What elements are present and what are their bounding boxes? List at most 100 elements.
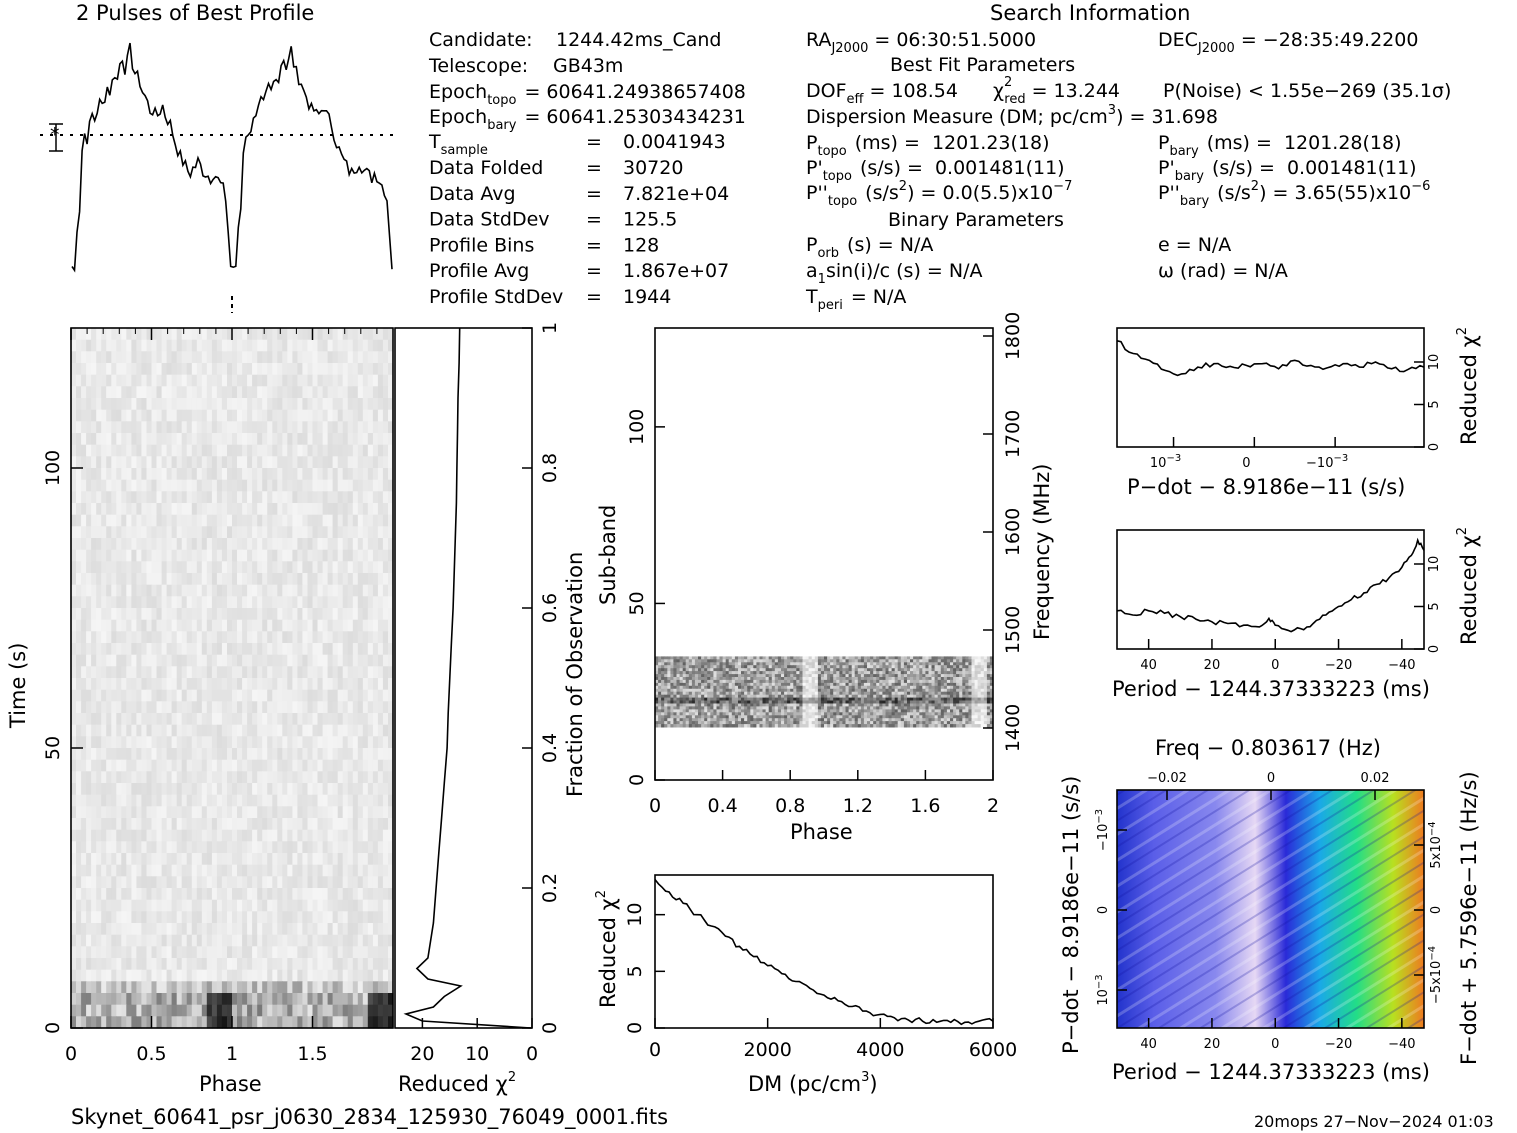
sb-cell bbox=[716, 682, 721, 687]
tp-cell bbox=[242, 713, 248, 726]
tp-cell bbox=[267, 456, 273, 469]
tp-cell bbox=[388, 573, 394, 586]
tp-cell bbox=[101, 619, 107, 632]
tp-cell bbox=[307, 993, 314, 1006]
tp-cell bbox=[362, 759, 369, 772]
sb-cell bbox=[664, 671, 668, 675]
tp-cell bbox=[377, 678, 384, 691]
tp-cell bbox=[287, 678, 293, 691]
tp-cell bbox=[96, 363, 102, 376]
tp-cell bbox=[247, 888, 253, 901]
tp-cell bbox=[96, 479, 102, 492]
tp-cell bbox=[96, 736, 102, 749]
tp-cell bbox=[347, 631, 354, 644]
tp-cell bbox=[216, 328, 223, 341]
tp-cell bbox=[216, 888, 223, 901]
tp-cell bbox=[357, 374, 364, 387]
tp-cell bbox=[161, 444, 168, 457]
sb-cell bbox=[851, 677, 856, 681]
tp-cell bbox=[86, 689, 92, 702]
tp-cell bbox=[257, 351, 263, 364]
tp-cell bbox=[106, 538, 112, 551]
tp-cell bbox=[96, 619, 102, 632]
tp-cell bbox=[131, 549, 137, 562]
tp-cell bbox=[136, 398, 142, 411]
tp-cell bbox=[292, 491, 298, 504]
sb-cell bbox=[658, 668, 662, 672]
tp-cell bbox=[96, 946, 102, 959]
tp-cell bbox=[116, 981, 122, 994]
tp-cell bbox=[312, 771, 319, 784]
tp-cell bbox=[176, 421, 183, 434]
tp-cell bbox=[262, 456, 268, 469]
sb-cell bbox=[691, 659, 696, 663]
tp-cell bbox=[116, 911, 122, 924]
tp-cell bbox=[252, 666, 258, 679]
sb-cell bbox=[953, 677, 957, 681]
tp-cell bbox=[106, 433, 112, 446]
tp-cell bbox=[342, 421, 349, 434]
tp-cell bbox=[96, 584, 102, 597]
sb-cell bbox=[673, 671, 677, 675]
sb-cell bbox=[980, 677, 985, 681]
tp-cell bbox=[227, 818, 233, 831]
tp-cell bbox=[337, 538, 344, 551]
tp-cell bbox=[337, 386, 344, 399]
tp-cell bbox=[216, 864, 223, 877]
sb-cell bbox=[873, 671, 877, 675]
tp-cell bbox=[86, 421, 92, 434]
sb-cell bbox=[765, 662, 770, 666]
tp-cell bbox=[141, 724, 147, 737]
tp-cell bbox=[171, 969, 178, 982]
tp-cell bbox=[352, 643, 359, 656]
tp-cell bbox=[91, 841, 97, 854]
sb-cell bbox=[667, 668, 671, 672]
tp-cell bbox=[171, 899, 178, 912]
tp-cell bbox=[81, 538, 87, 551]
tp-cell bbox=[357, 736, 364, 749]
tp-cell bbox=[121, 456, 127, 469]
tp-cell bbox=[287, 328, 293, 341]
sb-cell bbox=[916, 677, 920, 681]
tp-cell bbox=[131, 829, 137, 842]
sb-cell bbox=[980, 671, 985, 675]
tp-cell bbox=[367, 771, 374, 784]
tp-cell bbox=[206, 899, 213, 912]
sb-cell bbox=[787, 659, 791, 663]
tp-cell bbox=[352, 1004, 359, 1017]
tp-cell bbox=[362, 573, 369, 586]
sb-cell bbox=[664, 656, 668, 660]
tp-cell bbox=[191, 969, 198, 982]
tp-cell bbox=[342, 608, 349, 621]
sb-cell bbox=[943, 679, 948, 684]
tp-cell bbox=[272, 748, 278, 761]
tp-cell bbox=[277, 911, 283, 924]
tp-cell bbox=[196, 339, 203, 352]
tp-cell bbox=[372, 1016, 379, 1029]
tp-cell bbox=[106, 339, 112, 352]
tp-cell bbox=[176, 759, 183, 772]
sb-cell bbox=[873, 665, 877, 669]
sb-cell bbox=[781, 679, 785, 684]
tp-cell bbox=[347, 864, 354, 877]
sb-cell bbox=[860, 679, 865, 684]
sb-cell bbox=[894, 674, 899, 678]
tp-cell bbox=[106, 561, 112, 574]
tp-cell bbox=[357, 503, 364, 516]
tp-cell bbox=[176, 479, 183, 492]
tp-cell bbox=[332, 829, 339, 842]
p-noise: P(Noise) < 1.55e−269 (35.1σ) bbox=[1163, 80, 1451, 102]
tp-cell bbox=[196, 433, 203, 446]
tp-cell bbox=[156, 398, 163, 411]
tp-cell bbox=[352, 794, 359, 807]
sb-cell bbox=[946, 674, 951, 678]
sb-cell bbox=[879, 674, 883, 678]
sb-cell bbox=[910, 668, 914, 672]
tp-cell bbox=[146, 363, 153, 376]
tp-cell bbox=[111, 538, 117, 551]
tp-cell bbox=[262, 713, 268, 726]
tp-cell bbox=[96, 678, 102, 691]
sb-cell bbox=[986, 656, 991, 660]
sb-cell bbox=[688, 668, 693, 672]
tp-cell bbox=[232, 899, 238, 912]
